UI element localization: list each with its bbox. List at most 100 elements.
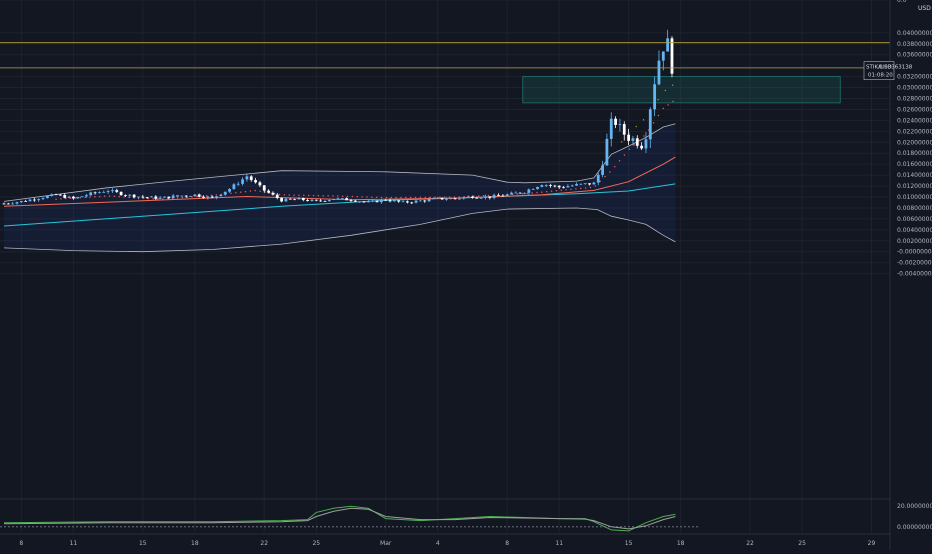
candle-body [119, 191, 123, 196]
time-tick-label: 18 [191, 540, 199, 547]
candle-body [314, 199, 318, 201]
dotted-ma-point [113, 195, 116, 198]
candle-body [254, 180, 257, 183]
dotted-ma-point [60, 198, 62, 200]
dotted-ma-point [230, 192, 232, 194]
price-axis[interactable]: 0.0 0.04000000 0.03800000 0.03600000 0.03200… [897, 0, 932, 531]
dotted-ma-point [643, 135, 645, 137]
candle-body [258, 182, 262, 186]
candle-body [536, 186, 539, 190]
candle-body [72, 196, 75, 199]
candle-body [15, 202, 19, 204]
time-tick-label: 8 [505, 540, 509, 547]
dotted-ma-point [652, 122, 655, 124]
candle-body [531, 189, 535, 190]
dotted-ma-point [327, 195, 329, 197]
price-tick-label: 0.0 [897, 0, 907, 4]
candle-body [236, 183, 240, 185]
dotted-ma-point [555, 189, 558, 192]
dotted-ma-point [604, 175, 606, 178]
time-tick-label: 4 [436, 540, 440, 547]
dotted-ma-point [570, 188, 572, 191]
candle-body [262, 185, 266, 191]
candle-body [462, 197, 466, 199]
dotted-ma-point [254, 189, 256, 192]
candle-body [102, 192, 106, 193]
dotted-ma-point [69, 197, 72, 200]
price-tick-label: 0.03800000 [897, 41, 932, 48]
dotted-ma-point [633, 144, 635, 146]
candle-body [505, 194, 509, 196]
candle-body [609, 118, 613, 139]
time-axis[interactable]: 8 11 15 18 22 25 Mar 4 8 11 15 18 22 25 29 [19, 540, 875, 547]
candle-body [11, 203, 15, 205]
grid [0, 0, 890, 533]
price-tick-label: 0.03600000 [897, 52, 932, 59]
dotted-ma-point [278, 193, 281, 196]
dotted-ma-point [400, 196, 402, 199]
candle-body [570, 185, 574, 187]
candle-body [648, 109, 652, 140]
dotted-ma-point [181, 196, 184, 199]
candle-body [288, 198, 292, 200]
oscillator-pane [0, 505, 700, 532]
candle-body [523, 192, 526, 194]
candle-body [379, 199, 383, 203]
price-tick-label: -0.00200000 [897, 260, 932, 267]
time-tick-label: 15 [139, 540, 147, 547]
candle-body [427, 199, 431, 202]
dotted-ma-point [434, 196, 436, 198]
candle-body [2, 203, 6, 205]
oscillator-tick-label: 20.00000000 [897, 503, 932, 510]
dotted-ma-point [235, 191, 237, 194]
candle-body [206, 196, 210, 198]
dotted-ma-point [205, 195, 208, 197]
candle-body [197, 194, 201, 197]
candle-body [622, 124, 626, 135]
zone-rect[interactable] [522, 76, 841, 104]
candle-body [666, 38, 670, 52]
candle-body [392, 200, 396, 202]
horizontal-levels[interactable] [0, 42, 890, 69]
candle-body [111, 190, 114, 192]
dotted-ma-point [594, 185, 597, 187]
dotted-ma-point [298, 194, 300, 196]
price-label-value: 0.03363138 [879, 65, 913, 71]
dotted-ma-point [560, 189, 563, 191]
candle-body [19, 200, 23, 203]
candle-body [323, 200, 327, 202]
dotted-ma-point [118, 195, 120, 198]
dotted-ma-point [672, 100, 674, 103]
price-tick-label: 0.02000000 [897, 139, 932, 146]
candle-body [366, 201, 370, 203]
candle-body [618, 124, 622, 125]
dotted-ma-point [667, 104, 669, 106]
dotted-ma-point [375, 196, 378, 199]
dotted-ma-point [176, 197, 179, 199]
price-label-box: STIK/USD 0.03363138 01:08:20 [863, 61, 913, 80]
dotted-ma-point [201, 195, 203, 197]
candle-body [627, 134, 630, 141]
candle-body [319, 200, 323, 202]
dotted-ma-point [341, 195, 344, 197]
dotted-ma-point [303, 194, 305, 197]
price-tick-label: 0.01000000 [897, 194, 932, 201]
dotted-ma-point [74, 197, 77, 199]
price-tick-label: 0.01200000 [897, 183, 932, 190]
candle-body [6, 203, 10, 205]
oscillator-tick-label: 0.00000000 [897, 524, 932, 531]
price-tick-label: 0.00800000 [897, 205, 932, 212]
candle-body [106, 191, 110, 193]
candle-body [614, 118, 617, 125]
dotted-ma-point [99, 195, 101, 198]
candle-body [45, 195, 49, 199]
candle-body [371, 200, 375, 202]
candle-body [37, 199, 41, 201]
candle-body [310, 199, 314, 201]
candle-body [232, 184, 236, 189]
candle-body [184, 195, 188, 197]
candle-body [592, 182, 596, 185]
candle-body [219, 194, 223, 197]
